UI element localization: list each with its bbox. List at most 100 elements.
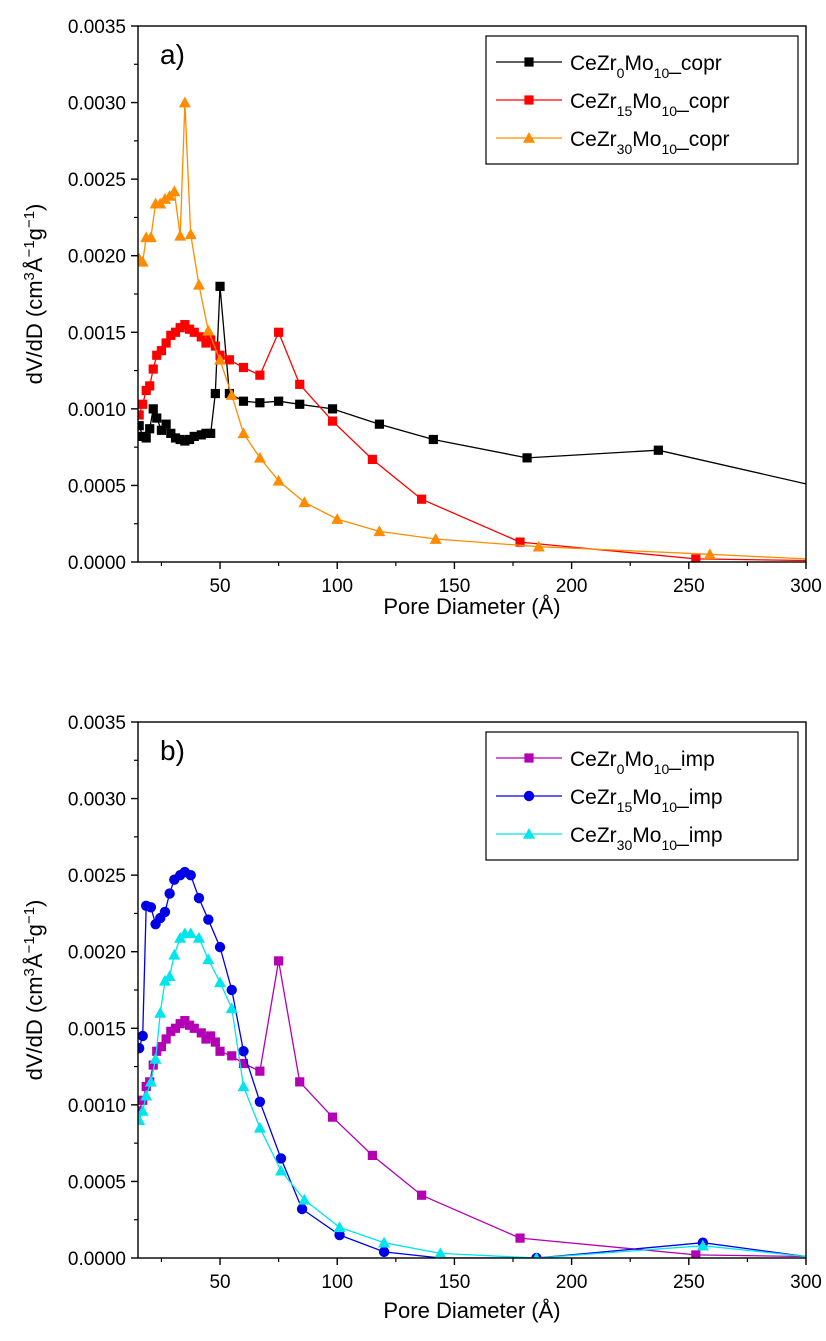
data-point [170, 433, 181, 443]
data-point [206, 1031, 216, 1041]
y-tick-label: 0.0035 [68, 713, 126, 734]
data-point [161, 338, 171, 348]
data-point [138, 1114, 146, 1125]
legend-label-part: 30 [617, 837, 633, 853]
legend-marker [523, 828, 535, 839]
data-point [189, 1023, 199, 1033]
data-point [175, 1019, 185, 1029]
x-tick-label: 100 [321, 1272, 353, 1293]
data-point [201, 338, 211, 348]
data-point [178, 96, 191, 108]
series-line [138, 932, 806, 1258]
data-point [196, 332, 206, 342]
legend: CeZr0Mo10_impCeZr15Mo10_impCeZr30Mo10_im… [485, 731, 799, 861]
data-point [138, 255, 149, 267]
data-point [192, 931, 205, 943]
data-point [237, 427, 250, 439]
data-point [156, 346, 167, 356]
data-point [202, 324, 215, 336]
x-tick-label: 250 [673, 1272, 705, 1293]
y-axis-title-part: dV/dD (cm [22, 976, 47, 1080]
data-point [515, 1233, 525, 1243]
legend-label-part: _imp [668, 748, 715, 771]
data-point [298, 1193, 311, 1205]
data-point [226, 984, 237, 996]
y-tick-label: 0.0005 [68, 1172, 126, 1193]
data-point [214, 353, 227, 365]
data-point [163, 970, 176, 982]
data-point [691, 1250, 701, 1258]
legend-label-part: 0 [617, 761, 625, 777]
data-point [253, 451, 266, 463]
data-point [148, 1060, 158, 1070]
series-CeZr30Mo10_imp [138, 927, 806, 1258]
legend-label-part: 10 [661, 103, 677, 119]
data-point [296, 1203, 308, 1215]
data-point [166, 1026, 176, 1036]
data-point [152, 413, 162, 423]
data-point [255, 1066, 265, 1076]
legend-label-part: 15 [617, 103, 633, 119]
data-point [275, 1153, 287, 1164]
series-line [138, 102, 806, 560]
data-point [154, 1006, 167, 1018]
legend-label-part: CeZr [570, 786, 617, 809]
series-CeZr0Mo10_copr [138, 281, 806, 485]
data-point [295, 399, 305, 409]
data-point [180, 1016, 190, 1026]
legend-label: CeZr15Mo10_imp [570, 786, 723, 815]
data-point [184, 324, 195, 334]
legend-entry: CeZr15Mo10_copr [496, 90, 730, 119]
data-point [184, 1020, 195, 1030]
data-point [138, 1042, 145, 1054]
data-point [192, 278, 205, 290]
legend-marker [524, 95, 534, 105]
legend: CeZr0Mo10_coprCeZr15Mo10_coprCeZr30Mo10_… [485, 35, 799, 165]
data-point [696, 1239, 709, 1251]
legend-label: CeZr0Mo10_imp [570, 748, 715, 777]
x-tick-label: 300 [790, 576, 822, 597]
data-point [367, 1150, 377, 1160]
y-axis-title-part: ) [22, 900, 47, 907]
legend-entry: CeZr0Mo10_imp [496, 748, 715, 777]
data-point [164, 888, 175, 899]
data-point [185, 869, 196, 881]
data-point [175, 434, 185, 445]
data-point [225, 389, 238, 400]
x-tick-label: 200 [556, 1272, 588, 1293]
y-axis-title-part: −1 [21, 907, 38, 924]
y-axis-title-part: dV/dD (cm [22, 280, 47, 384]
y-tick-label: 0.0035 [68, 17, 126, 38]
data-point [255, 370, 265, 380]
data-point [255, 398, 265, 408]
legend-label-part: 30 [617, 141, 633, 157]
data-point [145, 381, 155, 391]
data-point [367, 454, 377, 464]
data-point [227, 1051, 237, 1061]
data-point [152, 350, 162, 360]
y-axis-title-part: g [22, 924, 47, 936]
data-point [274, 1164, 287, 1176]
legend-label-part: 0 [617, 65, 625, 81]
x-axis-title: Pore Diameter (Å) [383, 594, 560, 619]
y-axis-title-part: 3 [21, 968, 38, 976]
y-axis-title-part: Å [22, 953, 47, 968]
data-point [170, 327, 181, 337]
data-point [184, 228, 197, 240]
data-point [161, 1034, 171, 1044]
y-tick-label: 0.0015 [68, 323, 126, 344]
data-point [175, 323, 185, 333]
legend-label-part: CeZr [570, 90, 617, 113]
y-tick-label: 0.0005 [68, 476, 126, 497]
y-axis-title-part: 3 [21, 272, 38, 280]
data-point [215, 1046, 225, 1056]
data-point [184, 434, 195, 445]
legend-entry: CeZr30Mo10_imp [496, 824, 723, 853]
data-point [238, 1046, 249, 1057]
data-point [238, 396, 249, 406]
y-axis-title-part: −1 [21, 240, 38, 257]
data-point [206, 428, 216, 438]
data-point [333, 1221, 346, 1233]
series-CeZr30Mo10_copr [138, 96, 806, 560]
series-line [138, 286, 806, 485]
